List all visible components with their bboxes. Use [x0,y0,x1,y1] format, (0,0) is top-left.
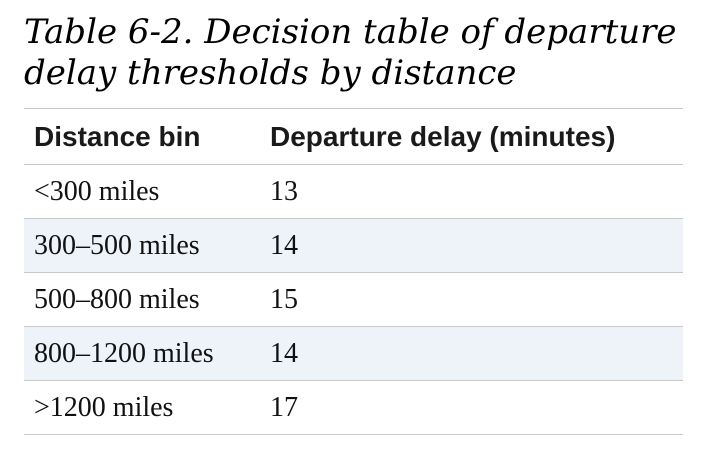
departure-delay-cell: 13 [270,175,298,207]
table-row: >1200 miles 17 [24,381,683,435]
distance-bin-cell: 800–1200 miles [34,337,214,369]
column-header-distance-bin: Distance bin [24,108,266,165]
table-row: 500–800 miles 15 [24,273,683,327]
caption-line-1: Table 6-2. Decision table of departure [24,12,677,52]
header-row: Distance bin Departure delay (minutes) [24,108,683,165]
table-row: 800–1200 miles 14 [24,326,683,381]
departure-delay-cell: 14 [270,337,298,369]
departure-delay-cell: 15 [270,283,298,315]
column-header-departure-delay: Departure delay (minutes) [266,108,683,165]
table-row: 300–500 miles 14 [24,218,683,273]
distance-bin-cell: 300–500 miles [34,229,200,261]
caption-line-2: delay thresholds by distance [24,53,517,93]
distance-bin-cell: <300 miles [34,175,160,207]
table-row: <300 miles 13 [24,165,683,219]
departure-delay-cell: 14 [270,229,298,261]
departure-delay-cell: 17 [270,391,298,423]
distance-bin-cell: >1200 miles [34,391,174,423]
distance-bin-cell: 500–800 miles [34,283,200,315]
table-caption: Table 6-2. Decision table of departure d… [24,12,704,94]
decision-table: Distance bin Departure delay (minutes) <… [24,108,683,435]
